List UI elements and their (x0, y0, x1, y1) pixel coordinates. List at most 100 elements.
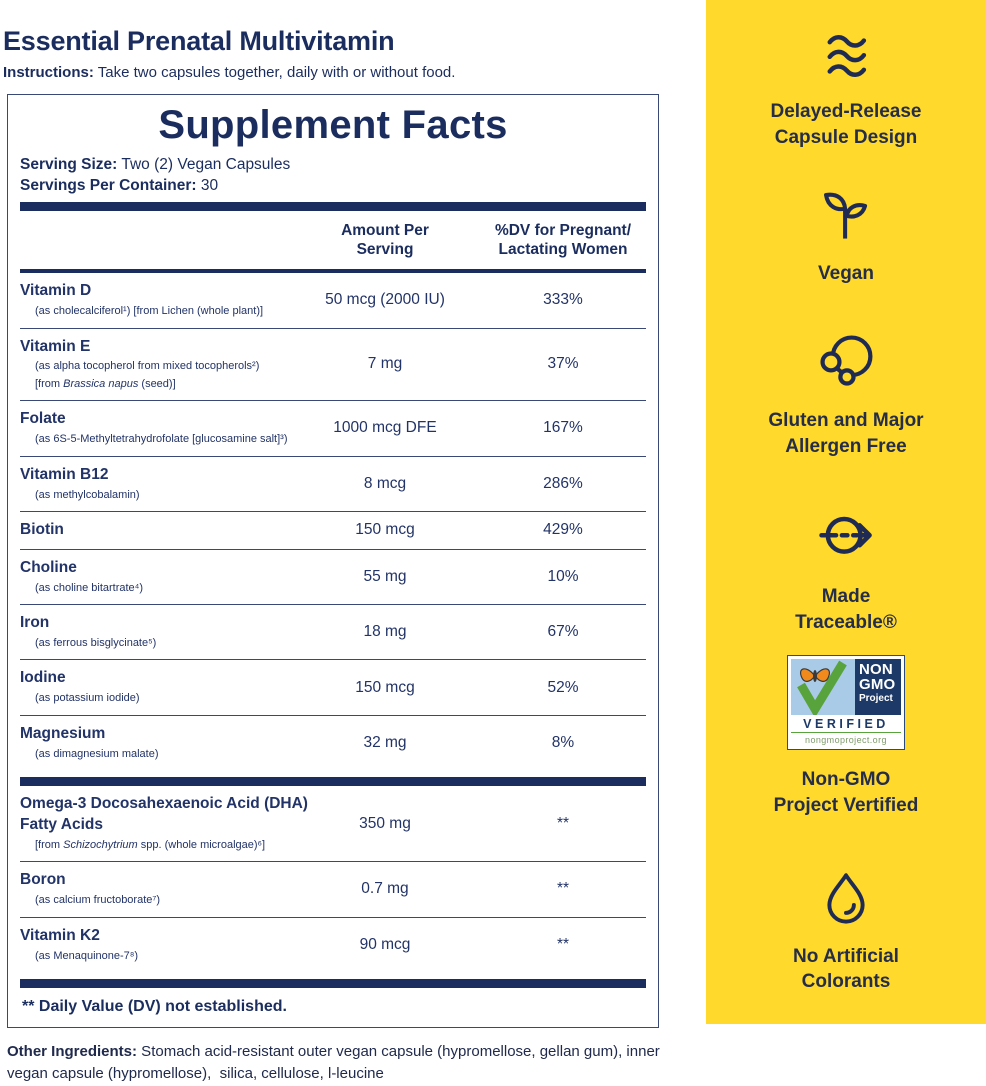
nutrient-source: (as choline bitartrate⁴) (35, 581, 144, 594)
feature-made-traceable: Made Traceable® (795, 509, 897, 635)
nutrient-source: (as potassium iodide) (35, 692, 140, 705)
butterfly-check-icon (790, 659, 855, 716)
waves-icon (819, 30, 873, 82)
feature-non-gmo: NON GMO Project VERIFIED nongmoproject.o… (773, 655, 919, 818)
percent-dv: 167% (543, 419, 583, 437)
percent-dv: ** (556, 880, 570, 898)
amount-per-serving: 350 mg (359, 814, 411, 832)
percent-dv: 429% (543, 521, 583, 539)
table-row: Vitamin D (as cholecalciferol¹) [from Lic… (20, 273, 646, 327)
instructions-label: Instructions: (3, 64, 94, 81)
nutrient-source: (as ferrous bisglycinate⁵) (35, 637, 157, 650)
table-row: Vitamin E (as alpha tocopherol from mixed… (20, 327, 646, 401)
page-title: Essential Prenatal Multivitamin (3, 26, 395, 56)
nutrient-source: (as calcium fructoborate⁷) (35, 894, 161, 907)
amount-per-serving: 55 mg (363, 567, 407, 585)
table-row: Iron (as ferrous bisglycinate⁵) 18 mg 67% (20, 604, 646, 659)
supplement-facts-title: Supplement Facts (158, 103, 508, 147)
serving-size: Serving Size: Two (2) Vegan Capsules (20, 156, 646, 174)
amount-per-serving: 90 mcg (359, 935, 411, 953)
table-row: Omega-3 Docosahexaenoic Acid (DHA) Fatty … (20, 786, 646, 861)
badge-verified-text: VERIFIED (790, 715, 901, 734)
non-gmo-badge-top: NON GMO Project (790, 659, 901, 716)
other-ingredients: Other Ingredients: Stomach acid-resistan… (7, 1041, 677, 1086)
servings-per-container-label: Servings Per Container: (20, 177, 197, 194)
non-gmo-badge-box: NON GMO Project (854, 659, 901, 716)
table-row: Magnesium (as dimagnesium malate) 32 mg 8% (20, 714, 646, 770)
percent-dv: ** (556, 814, 570, 832)
percent-dv: 10% (547, 567, 579, 585)
badge-non: NON (858, 661, 893, 679)
nutrient-source: [from Schizochytrium spp. (whole microal… (35, 838, 266, 851)
nutrient-source: (as 6S-5-Methyltetrahydrofolate [glucosa… (35, 433, 288, 446)
nutrient-name: Iodine (20, 669, 66, 687)
nutrient-source: (as alpha tocopherol from mixed tocopher… (35, 360, 260, 373)
amount-per-serving: 0.7 mg (361, 880, 409, 898)
nutrient-name: Vitamin B12 (20, 465, 109, 483)
feature-label: Gluten and Major Allergen Free (768, 409, 924, 457)
feature-label: Vegan (818, 263, 874, 285)
droplet-icon (818, 869, 874, 927)
daily-value-footnote: ** Daily Value (DV) not established. (22, 997, 287, 1015)
table-row: Biotin 150 mcg 429% (20, 510, 646, 549)
nutrient-name: Magnesium (20, 724, 106, 742)
percent-dv: 37% (547, 355, 579, 373)
nutrient-name: Vitamin D (20, 282, 92, 300)
section-divider (20, 978, 646, 988)
table-row: Vitamin B12 (as methylcobalamin) 8 mcg 286% (20, 455, 646, 511)
features-sidebar: Delayed-Release Capsule Design Vegan Glu… (706, 0, 986, 1024)
nutrient-name: Boron (20, 871, 66, 889)
table-row: Iodine (as potassium iodide) 150 mcg 52% (20, 659, 646, 714)
amount-per-serving: 1000 mcg DFE (333, 419, 437, 437)
nutrient-name-cell: Vitamin B12 (as methylcobalamin) (20, 465, 290, 503)
amount-per-serving: 150 mcg (355, 521, 415, 539)
percent-dv: 333% (543, 291, 583, 309)
column-header-dv: %DV for Pregnant/ Lactating Women (494, 222, 632, 259)
supplement-facts-box: Supplement Facts Serving Size: Two (2) V… (7, 94, 659, 1028)
table-header-row: Amount Per Serving %DV for Pregnant/ Lac… (20, 211, 646, 269)
other-ingredients-label: Other Ingredients: (7, 1042, 138, 1060)
amount-per-serving: 7 mg (367, 355, 403, 373)
feature-label: Non-GMO Project Vertified (773, 769, 919, 817)
feature-gluten-free: Gluten and Major Allergen Free (768, 331, 924, 459)
non-gmo-badge: NON GMO Project VERIFIED nongmoproject.o… (786, 655, 905, 751)
serving-size-label: Serving Size: (20, 156, 118, 173)
badge-gmo: GMO (858, 676, 896, 694)
nutrient-source: (as cholecalciferol¹) [from Lichen (whol… (35, 305, 264, 318)
serving-size-value: Two (2) Vegan Capsules (117, 156, 291, 173)
nutrient-source: (as dimagnesium malate) (35, 747, 159, 760)
servings-per-container-value: 30 (196, 177, 219, 194)
nutrient-source: (as methylcobalamin) (35, 488, 140, 501)
nutrient-name: Iron (20, 614, 50, 632)
feature-vegan: Vegan (817, 186, 875, 287)
section-divider (20, 202, 646, 211)
nutrient-name-cell: Folate (as 6S-5-Methyltetrahydrofolate [g… (20, 409, 290, 447)
percent-dv: 67% (547, 623, 579, 641)
nutrient-source: (as Menaquinone-7⁸) (35, 949, 139, 962)
column-header-amount: Amount Per Serving (341, 222, 429, 259)
nutrient-name: Biotin (20, 520, 64, 538)
nutrient-name: Fatty Acids (20, 815, 103, 833)
percent-dv: 52% (547, 678, 579, 696)
amount-per-serving: 18 mg (363, 623, 407, 641)
percent-dv: 286% (543, 474, 583, 492)
facts-rows: Vitamin D (as cholecalciferol¹) [from Lic… (20, 273, 646, 988)
table-row: Vitamin K2 (as Menaquinone-7⁸) 90 mcg ** (20, 916, 646, 972)
nutrient-name-cell: Vitamin D (as cholecalciferol¹) [from Lic… (20, 281, 290, 319)
amount-per-serving: 150 mcg (355, 678, 415, 696)
amount-per-serving: 8 mcg (363, 474, 407, 492)
nutrient-name: Vitamin K2 (20, 926, 100, 944)
section-divider (20, 777, 646, 787)
feature-delayed-release: Delayed-Release Capsule Design (770, 30, 922, 150)
badge-url-text: nongmoproject.org (805, 735, 887, 746)
instructions-text: Take two capsules together, daily with o… (93, 64, 456, 81)
nutrient-source: [from Brassica napus (seed)] (35, 377, 176, 390)
badge-project: Project (858, 693, 893, 705)
nutrient-name: Folate (20, 410, 66, 428)
molecule-icon (815, 331, 877, 391)
nutrient-name-cell: Vitamin K2 (as Menaquinone-7⁸) (20, 926, 290, 964)
label-panel: Essential Prenatal Multivitamin Instruct… (3, 26, 660, 1082)
table-row: Boron (as calcium fructoborate⁷) 0.7 mg ** (20, 861, 646, 916)
feature-label: Delayed-Release Capsule Design (770, 101, 922, 148)
servings-per-container: Servings Per Container: 30 (20, 177, 646, 195)
